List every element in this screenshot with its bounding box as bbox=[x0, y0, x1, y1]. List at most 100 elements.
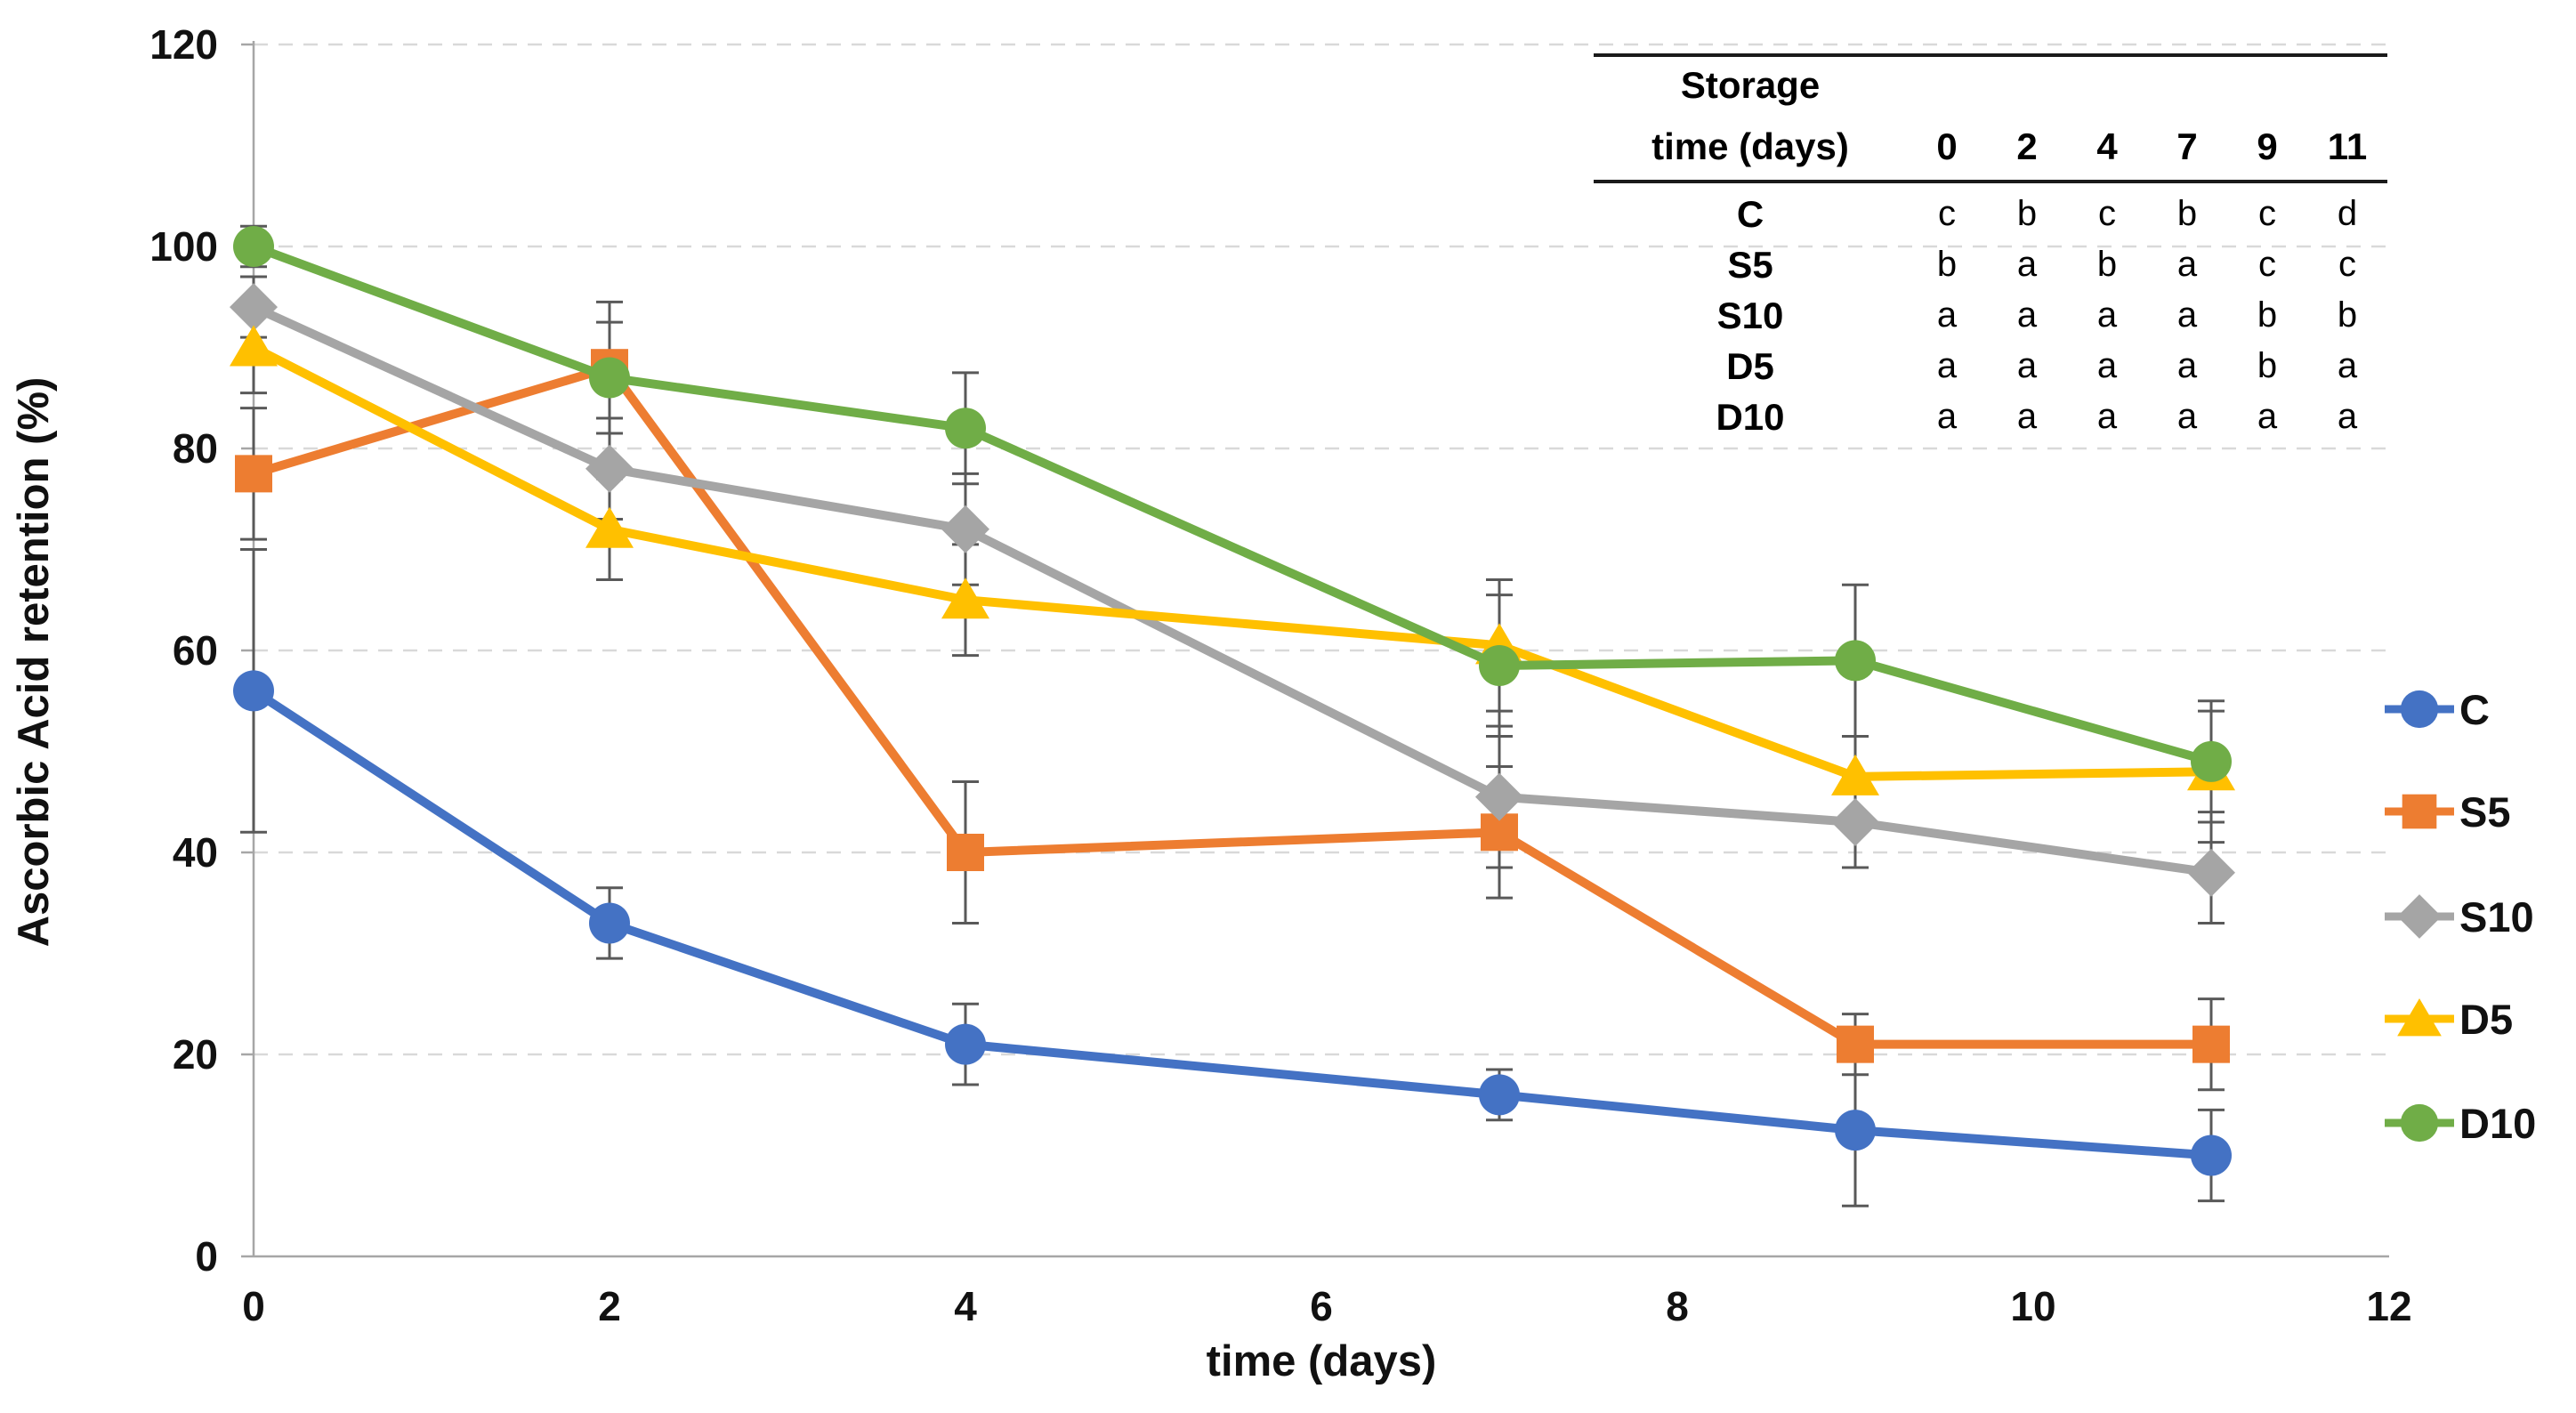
series-line-S10 bbox=[249, 303, 2216, 877]
marker-triangle-D5 bbox=[941, 577, 989, 619]
marker-circle-C bbox=[2191, 1134, 2232, 1176]
legend-item-D5: D5 bbox=[2383, 992, 2513, 1046]
table-cell: b bbox=[2337, 295, 2358, 335]
legend-item-S10: S10 bbox=[2383, 890, 2534, 943]
legend-item-C: C bbox=[2383, 682, 2490, 736]
marker-circle-C bbox=[589, 902, 630, 944]
table-cell: a bbox=[2337, 397, 2358, 436]
marker-diamond-S10-legend bbox=[2397, 894, 2442, 939]
legend-label-C: C bbox=[2459, 685, 2490, 733]
marker-square-S5-legend bbox=[2402, 794, 2437, 829]
y-tick-label-0: 0 bbox=[195, 1233, 218, 1280]
table-header-row-2: time (days) 0 2 4 7 9 11 bbox=[1594, 114, 2387, 183]
table-cell: a bbox=[2096, 295, 2118, 335]
y-tick-label-100: 100 bbox=[149, 223, 218, 270]
table-cell: a bbox=[2176, 245, 2198, 284]
table-col-header: 0 bbox=[1936, 125, 1958, 167]
marker-circle-C bbox=[233, 670, 274, 712]
y-axis-title: Ascorbic Acid retention (%) bbox=[10, 376, 58, 948]
marker-circle-D10 bbox=[2191, 740, 2232, 782]
table-cell: a bbox=[2257, 397, 2278, 436]
table-row-label: C bbox=[1736, 192, 1764, 235]
table-cell: c bbox=[2258, 245, 2276, 284]
table-cell: a bbox=[2176, 397, 2198, 436]
table-col-header: 11 bbox=[2327, 125, 2368, 167]
table-row: S10 a a a a b b bbox=[1594, 290, 2387, 341]
marker-square-S5 bbox=[235, 455, 272, 493]
marker-circle-D10 bbox=[945, 408, 986, 449]
table-cell: b bbox=[2096, 245, 2118, 284]
diamond-legend-icon bbox=[2385, 894, 2454, 939]
table-col-header: 9 bbox=[2257, 125, 2278, 167]
table-header-time-days: time (days) bbox=[1651, 125, 1849, 167]
triangle-legend-icon bbox=[2385, 998, 2454, 1037]
table-header-storage: Storage bbox=[1680, 64, 1821, 106]
marker-triangle-D5 bbox=[585, 506, 634, 548]
marker-triangle-D5 bbox=[230, 325, 278, 367]
marker-square-S5 bbox=[1837, 1025, 1874, 1063]
table-col-header: 7 bbox=[2176, 125, 2198, 167]
marker-diamond-S10 bbox=[1831, 797, 1879, 846]
table-cell: a bbox=[2016, 295, 2038, 335]
y-tick-label-120: 120 bbox=[149, 21, 218, 68]
marker-triangle-D5-legend bbox=[2397, 998, 2442, 1037]
x-tick-label-6: 6 bbox=[1310, 1283, 1333, 1329]
table-cell: a bbox=[2096, 397, 2118, 436]
marker-diamond-S10 bbox=[1475, 772, 1523, 821]
table-body: C c b c b c d S5 b a b a c c S10 a a bbox=[1594, 183, 2387, 442]
legend-label-D10: D10 bbox=[2459, 1099, 2537, 1147]
legend-label-D5: D5 bbox=[2459, 995, 2514, 1043]
marker-circle-D10-legend bbox=[2400, 1103, 2439, 1143]
table-cell: a bbox=[2016, 245, 2038, 284]
marker-square-S5 bbox=[2192, 1025, 2230, 1063]
significance-table: Storage time (days) 0 2 4 7 9 11 C c b c… bbox=[1594, 53, 2387, 442]
marker-square-S5 bbox=[947, 834, 984, 871]
x-tick-label-12: 12 bbox=[2366, 1283, 2412, 1329]
table-cell: a bbox=[2016, 346, 2038, 385]
table-cell: a bbox=[1936, 295, 1958, 335]
square-legend-icon bbox=[2385, 794, 2454, 829]
marker-diamond-S10 bbox=[585, 444, 634, 493]
circle-legend-icon bbox=[2385, 1103, 2454, 1143]
table-cell: a bbox=[2337, 346, 2358, 385]
marker-circle-D10 bbox=[233, 226, 274, 267]
table-cell: a bbox=[1936, 346, 1958, 385]
table-cell: b bbox=[1936, 245, 1958, 284]
marker-diamond-S10 bbox=[941, 505, 989, 553]
table-col-header: 4 bbox=[2096, 125, 2118, 167]
legend-item-D10: D10 bbox=[2383, 1096, 2536, 1150]
table-row-label: D5 bbox=[1726, 344, 1774, 387]
table-cell: d bbox=[2337, 194, 2358, 233]
table-row-label: S10 bbox=[1716, 294, 1784, 336]
table-cell: a bbox=[2016, 397, 2038, 436]
marker-circle-C bbox=[1835, 1110, 1876, 1151]
series-line-D5 bbox=[249, 343, 2216, 781]
legend-label-S10: S10 bbox=[2459, 892, 2534, 941]
table-cell: c bbox=[2258, 194, 2276, 233]
y-tick-label-20: 20 bbox=[172, 1031, 218, 1078]
series-line-C bbox=[249, 686, 2216, 1160]
y-tick-label-60: 60 bbox=[172, 627, 218, 674]
marker-circle-D10 bbox=[1479, 645, 1520, 687]
chart-legend: C S5 S10 D5 D10 bbox=[2383, 0, 2576, 1413]
table-cell: c bbox=[2098, 194, 2116, 233]
table-cell: b bbox=[2257, 346, 2278, 385]
table-cell: a bbox=[2176, 295, 2198, 335]
marker-circle-D10 bbox=[1835, 640, 1876, 682]
y-tick-label-40: 40 bbox=[172, 829, 218, 876]
table-row: D5 a a a a b a bbox=[1594, 341, 2387, 392]
marker-circle-C-legend bbox=[2400, 690, 2439, 729]
x-tick-label-0: 0 bbox=[242, 1283, 265, 1329]
table-header-row-1: Storage bbox=[1594, 57, 2387, 114]
table-cell: c bbox=[2338, 245, 2356, 284]
table-cell: a bbox=[2176, 346, 2198, 385]
table-row-label: D10 bbox=[1716, 395, 1785, 438]
table-col-header: 2 bbox=[2016, 125, 2038, 167]
table-cell: b bbox=[2257, 295, 2278, 335]
table-row: S5 b a b a c c bbox=[1594, 239, 2387, 290]
x-tick-label-10: 10 bbox=[2010, 1283, 2056, 1329]
marker-circle-D10 bbox=[589, 357, 630, 399]
table-cell: a bbox=[1936, 397, 1958, 436]
y-tick-label-80: 80 bbox=[172, 425, 218, 472]
